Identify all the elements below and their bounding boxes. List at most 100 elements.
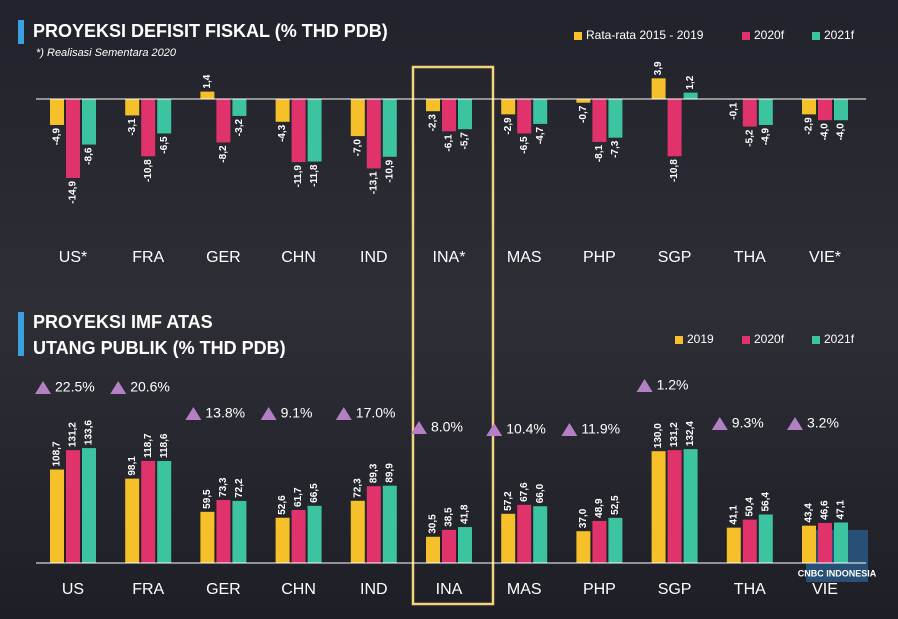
bar	[291, 509, 306, 563]
bar	[818, 99, 832, 121]
bar	[50, 99, 64, 125]
x-tick-label: CHN	[281, 581, 316, 598]
annotation-marker	[411, 421, 427, 434]
bar	[802, 525, 816, 563]
value-label: 130,0	[653, 423, 664, 448]
x-tick-label: INA*	[433, 249, 466, 266]
value-label: -7,0	[352, 139, 363, 157]
x-tick-label: THA	[734, 249, 766, 266]
bar	[157, 99, 172, 134]
annotation-marker	[711, 417, 728, 430]
legend-swatch	[812, 32, 820, 40]
value-label: -7,3	[610, 140, 621, 158]
x-tick-label: GER	[206, 249, 241, 266]
bar	[382, 99, 397, 157]
bar	[802, 99, 816, 115]
value-label: 47,1	[836, 500, 847, 520]
value-label: -2,3	[428, 114, 439, 132]
annotation: 1.2%	[657, 377, 689, 393]
bar	[818, 522, 832, 563]
value-label: -8,1	[594, 144, 605, 162]
annotation-marker	[260, 407, 277, 420]
bar	[141, 99, 156, 157]
value-label: 133,6	[84, 420, 95, 445]
logo: CNBC INDONESIA	[798, 568, 877, 578]
legend-swatch	[812, 336, 820, 344]
annotation-marker	[561, 423, 578, 436]
value-label: -4,0	[820, 123, 831, 141]
bar	[307, 99, 322, 162]
value-label: -6,1	[444, 134, 455, 152]
chart-title: PROYEKSI DEFISIT FISKAL (% THD PDB)	[33, 21, 388, 41]
annotation: 13.8%	[205, 405, 245, 421]
annotation: 10.4%	[506, 421, 546, 437]
bar	[667, 450, 682, 563]
value-label: -14,9	[68, 181, 79, 204]
value-label: -6,5	[519, 136, 530, 154]
annotation-marker	[185, 407, 202, 420]
chart-subtitle: *) Realisasi Sementara 2020	[36, 47, 177, 59]
bar	[141, 460, 156, 563]
bar	[82, 99, 96, 145]
bar	[533, 506, 548, 563]
legend-swatch	[675, 336, 683, 344]
legend-swatch	[574, 32, 582, 40]
x-tick-label: THA	[734, 581, 766, 598]
bar	[592, 99, 607, 142]
value-label: -5,2	[744, 129, 755, 147]
bar	[592, 520, 607, 563]
title-accent	[18, 20, 24, 44]
value-label: -6,5	[159, 136, 170, 154]
bar	[307, 505, 322, 563]
value-label: -13,1	[368, 171, 379, 194]
bar	[742, 99, 757, 127]
value-label: 131,2	[669, 422, 680, 447]
legend-label: Rata-rata 2015 - 2019	[586, 28, 704, 42]
value-label: -3,2	[234, 119, 245, 137]
value-label: 50,4	[744, 497, 755, 517]
x-tick-label: MAS	[507, 581, 542, 598]
value-label: 41,1	[728, 505, 739, 525]
bar	[576, 99, 591, 103]
legend-label: 2020f	[754, 332, 785, 346]
bar	[608, 99, 623, 138]
value-label: 52,6	[277, 495, 288, 515]
bar	[683, 92, 698, 99]
value-label: -11,9	[293, 165, 304, 188]
value-label: 72,3	[352, 478, 363, 498]
x-tick-label: SGP	[658, 249, 692, 266]
value-label: 41,8	[460, 504, 471, 524]
annotation: 20.6%	[130, 379, 170, 395]
value-label: 132,4	[685, 421, 696, 446]
x-tick-label: FRA	[132, 249, 164, 266]
value-label: 67,6	[519, 482, 530, 502]
x-tick-label: PHP	[583, 249, 616, 266]
bar	[200, 91, 215, 99]
legend-swatch	[742, 336, 750, 344]
value-label: 3,9	[653, 61, 664, 75]
highlight-box	[411, 65, 495, 606]
value-label: -10,9	[384, 159, 395, 182]
bar	[683, 449, 698, 563]
value-label: -2,9	[804, 117, 815, 135]
bar	[382, 485, 397, 563]
value-label: 89,9	[384, 463, 395, 483]
bar	[125, 478, 140, 563]
value-label: 37,0	[578, 508, 589, 528]
value-label: -8,2	[218, 145, 229, 163]
annotation-marker	[636, 379, 653, 392]
bar	[834, 99, 848, 121]
bar	[66, 450, 80, 563]
bar	[216, 499, 231, 563]
bar	[533, 99, 548, 124]
annotation-marker	[335, 407, 352, 420]
annotation: 11.9%	[581, 421, 620, 437]
annotation: 17.0%	[356, 405, 396, 421]
annotation: 9.1%	[281, 405, 313, 421]
x-tick-label: US*	[59, 249, 87, 266]
bar	[82, 448, 96, 563]
x-tick-label: GER	[206, 581, 241, 598]
bar	[125, 99, 140, 116]
value-label: -4,7	[535, 126, 546, 144]
